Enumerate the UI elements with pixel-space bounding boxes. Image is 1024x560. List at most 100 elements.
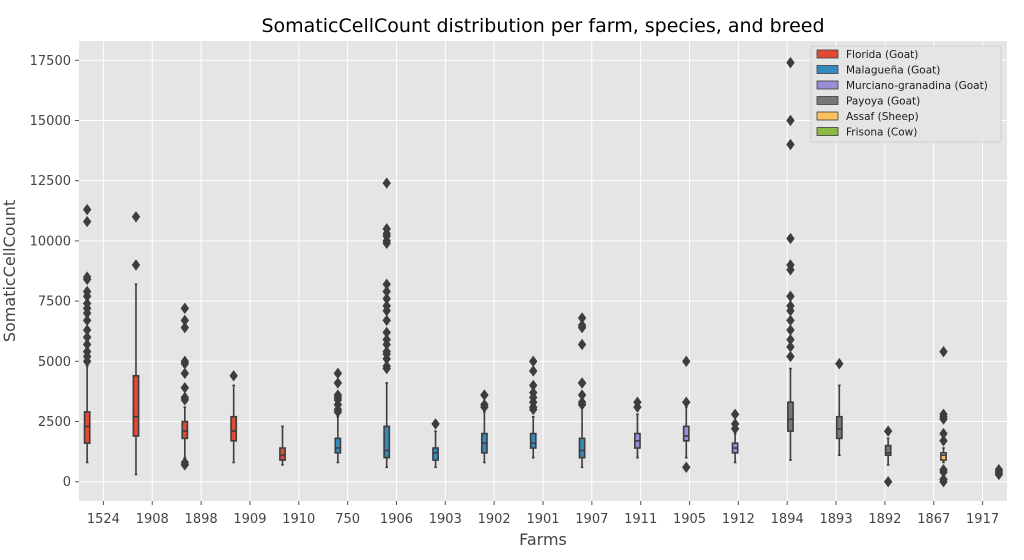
outlier-point	[529, 386, 538, 399]
outlier-point	[480, 398, 489, 411]
box-body	[383, 425, 391, 459]
box-1867	[939, 346, 948, 488]
x-tick-label: 1908	[136, 512, 169, 527]
x-tick-label: 1907	[575, 512, 608, 527]
outlier-point	[382, 177, 391, 189]
legend-label: Assaf (Sheep)	[846, 111, 919, 123]
outlier-point	[786, 290, 795, 302]
box-1908	[131, 211, 141, 476]
outlier-point	[786, 300, 795, 312]
x-tick-label: 1903	[429, 512, 462, 527]
y-tick-label: 12500	[30, 174, 71, 189]
box-body	[529, 432, 537, 449]
outlier-point	[82, 271, 92, 283]
box-body	[884, 444, 892, 457]
box-1898	[180, 302, 190, 471]
outlier-point	[180, 382, 190, 394]
outlier-point	[529, 365, 538, 377]
outlier-point	[180, 355, 190, 367]
outlier-point	[131, 211, 141, 223]
box-body	[181, 420, 189, 440]
x-tick-label: 1524	[87, 512, 120, 527]
x-tick-label: 1867	[917, 512, 950, 527]
outlier-point	[730, 408, 740, 420]
box-body	[787, 401, 794, 432]
box-series	[82, 57, 1004, 488]
outlier-point	[682, 461, 691, 473]
outlier-point	[82, 314, 92, 327]
y-tick-label: 2500	[38, 415, 71, 430]
x-tick-label: 1898	[185, 512, 218, 527]
outlier-point	[786, 350, 795, 363]
box-body	[279, 447, 286, 461]
outlier-point	[431, 418, 440, 430]
y-axis-label: SomaticCellCount	[0, 200, 19, 342]
legend-label: Florida (Goat)	[846, 49, 918, 61]
box-body	[940, 452, 947, 461]
outlier-point	[835, 358, 844, 370]
box-body	[835, 415, 843, 440]
outlier-point	[382, 326, 391, 339]
box-1911	[633, 396, 642, 459]
outlier-point	[82, 203, 92, 216]
outlier-point	[82, 285, 92, 298]
box-body	[230, 415, 238, 442]
outlier-point	[82, 331, 92, 343]
legend: Florida (Goat) Malagueña (Goat) Murciano-g…	[810, 45, 1002, 143]
outlier-point	[82, 324, 92, 336]
outlier-point	[333, 389, 343, 401]
outlier-point	[382, 360, 391, 372]
x-axis: 1524 1908 1898 1909 1910 750 1906 1903 1902 1901 1…	[87, 501, 999, 527]
outlier-point	[382, 293, 391, 305]
outlier-point	[82, 297, 92, 310]
outlier-point	[577, 312, 587, 324]
box-body	[83, 411, 91, 444]
x-tick-label: 1902	[478, 512, 511, 527]
outlier-point	[180, 302, 190, 314]
outlier-point	[180, 321, 190, 334]
x-axis-label: Farms	[519, 530, 567, 549]
outlier-point	[682, 355, 691, 367]
x-tick-label: 1911	[624, 512, 657, 527]
outlier-point	[939, 346, 948, 358]
outlier-point	[883, 476, 893, 488]
box-1892	[883, 425, 893, 488]
box-1912	[730, 408, 740, 464]
outlier-point	[939, 473, 948, 485]
outlier-point	[131, 259, 141, 271]
outlier-point	[577, 319, 587, 331]
outlier-point	[786, 138, 795, 151]
box-1907	[577, 312, 587, 469]
box-1909	[229, 370, 238, 464]
outlier-point	[939, 408, 948, 420]
outlier-point	[382, 333, 391, 346]
box-1906	[382, 177, 391, 469]
outlier-point	[786, 259, 795, 271]
box-1917	[994, 464, 1004, 481]
legend-swatch	[816, 65, 839, 74]
outlier-point	[786, 314, 795, 327]
legend-label: Payoya (Goat)	[846, 96, 920, 108]
outlier-point	[529, 355, 538, 367]
y-tick-label: 15000	[30, 114, 71, 129]
outlier-point	[382, 223, 391, 235]
x-tick-label: 1910	[282, 512, 315, 527]
outlier-point	[577, 338, 587, 351]
outlier-point	[180, 391, 190, 404]
outlier-point	[786, 333, 795, 346]
outlier-point	[577, 377, 587, 389]
legend-label: Murciano-granadina (Goat)	[846, 80, 988, 92]
box-1524	[82, 203, 92, 464]
outlier-point	[633, 396, 642, 408]
box-1903	[431, 418, 440, 469]
outlier-point	[883, 425, 893, 437]
outlier-point	[382, 285, 391, 298]
box-1910	[279, 425, 286, 466]
outlier-point	[730, 418, 740, 430]
legend-label: Frisona (Cow)	[846, 127, 917, 139]
x-tick-label: 1892	[868, 512, 901, 527]
legend-swatch	[816, 127, 839, 136]
legend-swatch	[816, 49, 839, 59]
outlier-point	[786, 341, 795, 353]
outlier-point	[577, 389, 587, 401]
